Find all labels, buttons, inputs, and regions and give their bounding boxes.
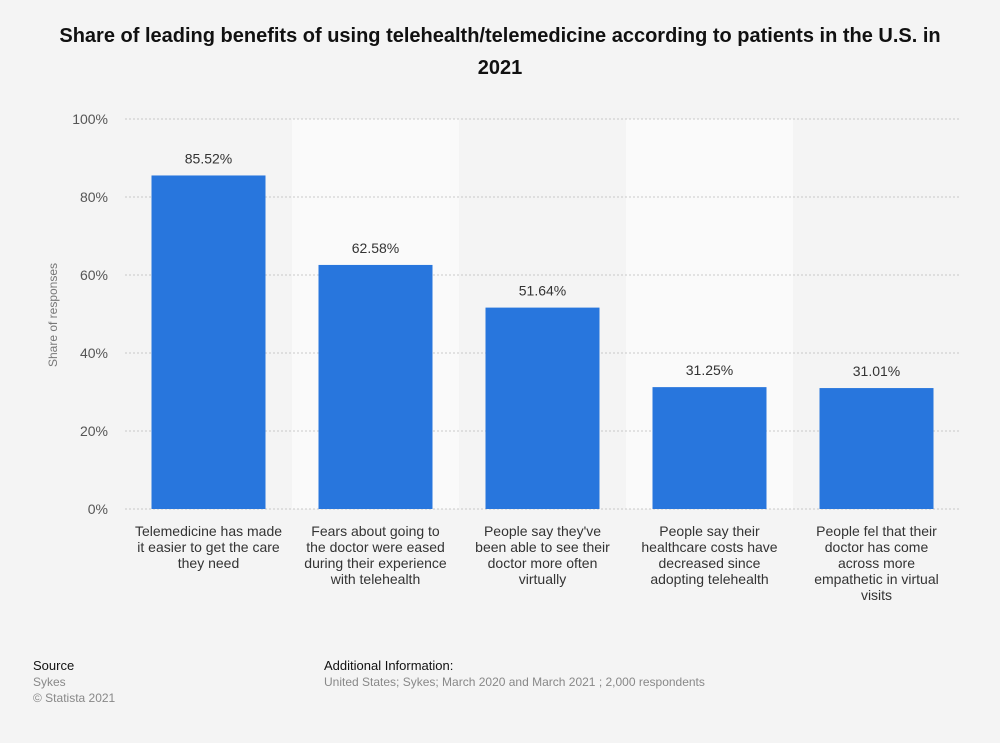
y-axis-title: Share of responses	[46, 263, 60, 367]
x-tick-label-line: Telemedicine has made	[135, 523, 282, 539]
x-axis-labels: Telemedicine has made it easier to get th…	[135, 523, 939, 603]
x-tick-label-line: doctor more often	[488, 555, 598, 571]
additional-info-block: Additional Information: United States; S…	[324, 658, 705, 690]
x-tick-label-line: doctor has come	[825, 539, 929, 555]
x-tick-label-line: during their experience	[304, 555, 447, 571]
bar-2	[485, 307, 600, 509]
data-labels: 85.52% 62.58% 51.64% 31.25% 31.01%	[185, 150, 900, 379]
y-axis-ticks: 0% 20% 40% 60% 80% 100%	[72, 111, 108, 517]
additional-info-heading: Additional Information:	[324, 658, 454, 673]
y-tick-label-40: 40%	[80, 345, 108, 361]
y-tick-label-100: 100%	[72, 111, 108, 127]
chart-title: Share of leading benefits of using teleh…	[59, 25, 941, 79]
x-tick-label-line: People say they've	[484, 523, 601, 539]
x-tick-label-line: adopting telehealth	[650, 571, 768, 587]
data-label-2: 51.64%	[519, 283, 566, 299]
x-tick-label-line: People fel that their	[816, 523, 937, 539]
x-tick-label-line: with telehealth	[330, 571, 421, 587]
x-tick-label-line: the doctor were eased	[306, 539, 445, 555]
source-block: Source Sykes © Statista 2021	[33, 658, 115, 706]
x-tick-label-3: People say their healthcare costs have dec…	[641, 523, 777, 587]
bar-chart: 0% 20% 40% 60% 80% 100% 85.52% 62.58% 51.64% 31.…	[46, 111, 960, 603]
x-tick-label-4: People fel that their doctor has come acro…	[814, 523, 939, 603]
bars	[151, 175, 934, 510]
x-tick-label-line: across more	[838, 555, 915, 571]
x-tick-label-line: they need	[178, 555, 240, 571]
bar-4	[819, 388, 934, 509]
bar-0	[151, 175, 266, 510]
source-line-1: Sykes	[33, 675, 66, 689]
source-line-2: © Statista 2021	[33, 691, 116, 705]
data-label-4: 31.01%	[853, 363, 900, 379]
x-tick-label-2: People say they've been able to see their…	[475, 523, 610, 587]
data-label-1: 62.58%	[352, 240, 399, 256]
x-tick-label-1: Fears about going to the doctor were ease…	[304, 523, 447, 587]
x-tick-label-line: it easier to get the care	[137, 539, 280, 555]
data-label-0: 85.52%	[185, 150, 232, 166]
bar-1	[318, 264, 433, 509]
x-tick-label-line: visits	[861, 587, 892, 603]
x-tick-label-line: People say their	[659, 523, 760, 539]
y-tick-label-0: 0%	[88, 501, 108, 517]
x-tick-label-line: healthcare costs have	[641, 539, 777, 555]
source-heading: Source	[33, 658, 75, 673]
x-tick-label-line: virtually	[519, 571, 566, 587]
x-tick-label-line: been able to see their	[475, 539, 610, 555]
x-tick-label-line: decreased since	[659, 555, 761, 571]
bar-3	[652, 387, 767, 509]
x-tick-label-line: Fears about going to	[311, 523, 440, 539]
data-label-3: 31.25%	[686, 362, 733, 378]
y-tick-label-80: 80%	[80, 189, 108, 205]
additional-info-text: United States; Sykes; March 2020 and Mar…	[324, 675, 705, 689]
x-tick-label-line: empathetic in virtual	[814, 571, 939, 587]
y-tick-label-60: 60%	[80, 267, 108, 283]
y-tick-label-20: 20%	[80, 423, 108, 439]
x-tick-label-0: Telemedicine has made it easier to get th…	[135, 523, 282, 571]
